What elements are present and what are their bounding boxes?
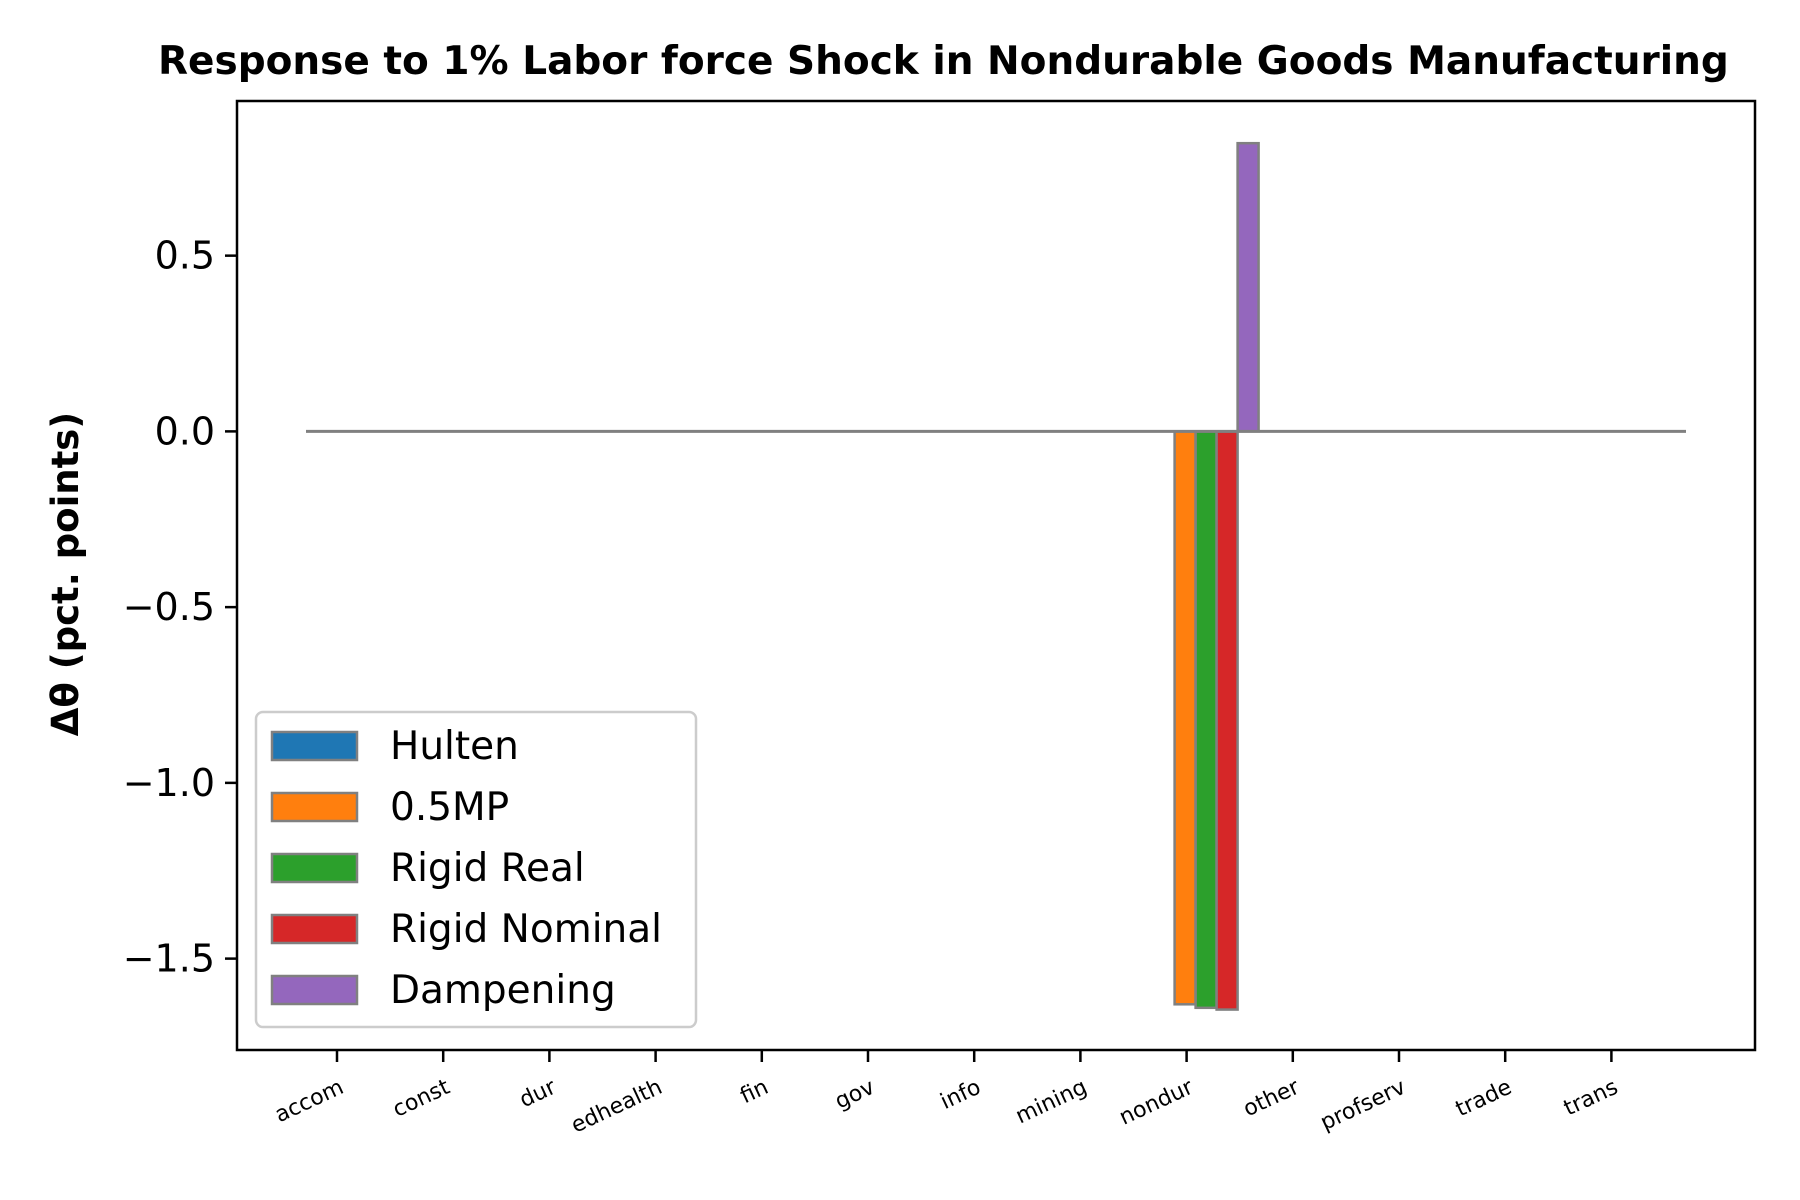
x-tick-label-nondur: nondur xyxy=(1116,1074,1198,1130)
plot-frame xyxy=(235,99,1757,1052)
x-tick-label-dur: dur xyxy=(516,1074,561,1113)
legend-swatch-dampening xyxy=(270,974,359,1006)
y-axis-label: Δθ (pct. points) xyxy=(44,412,87,736)
x-tick-label-gov: gov xyxy=(831,1075,878,1115)
legend-label: Hulten xyxy=(390,724,519,769)
x-tick-label-mining: mining xyxy=(1012,1075,1091,1130)
bar-0-5mp-nondur xyxy=(1173,430,1197,1006)
y-tick-label: 0.5 xyxy=(155,234,215,278)
legend: Hulten 0.5MP Rigid Real Rigid Nominal Dampen… xyxy=(254,710,698,1029)
legend-swatch-0-5mp xyxy=(270,791,359,823)
legend-swatch-hulten xyxy=(270,730,359,762)
x-axis: accom const dur edhealth fin gov info mining non… xyxy=(271,1050,1622,1138)
bars-group xyxy=(1173,141,1260,1011)
y-tick-label: −0.5 xyxy=(123,585,215,629)
x-tick-label-trans: trans xyxy=(1560,1075,1622,1122)
bar-rigid-nominal-nondur xyxy=(1215,430,1239,1011)
legend-box xyxy=(254,710,698,1029)
bar-rigid-real-nondur xyxy=(1194,430,1218,1010)
y-axis: 0.5 0.0 −0.5 −1.0 −1.5 xyxy=(123,234,237,981)
legend-swatch-rigid-real xyxy=(270,852,359,884)
legend-label: Dampening xyxy=(390,968,616,1013)
y-tick-label: 0.0 xyxy=(155,409,215,453)
legend-label: 0.5MP xyxy=(390,785,509,830)
chart-title: Response to 1% Labor force Shock in Nond… xyxy=(158,39,1729,84)
legend-swatch-rigid-nominal xyxy=(270,913,359,945)
x-tick-label-profserv: profserv xyxy=(1317,1075,1410,1136)
y-tick-label: −1.0 xyxy=(123,761,215,805)
x-tick-label-accom: accom xyxy=(271,1075,347,1128)
x-tick-label-edhealth: edhealth xyxy=(568,1075,667,1139)
x-tick-label-trade: trade xyxy=(1452,1075,1516,1122)
legend-label: Rigid Nominal xyxy=(390,907,662,952)
x-tick-label-info: info xyxy=(937,1075,985,1115)
y-tick-label: −1.5 xyxy=(123,937,215,981)
x-tick-label-other: other xyxy=(1240,1074,1305,1122)
bar-dampening-nondur xyxy=(1236,141,1260,433)
legend-label: Rigid Real xyxy=(390,846,585,891)
x-tick-label-fin: fin xyxy=(737,1075,773,1109)
x-tick-label-const: const xyxy=(389,1075,454,1123)
